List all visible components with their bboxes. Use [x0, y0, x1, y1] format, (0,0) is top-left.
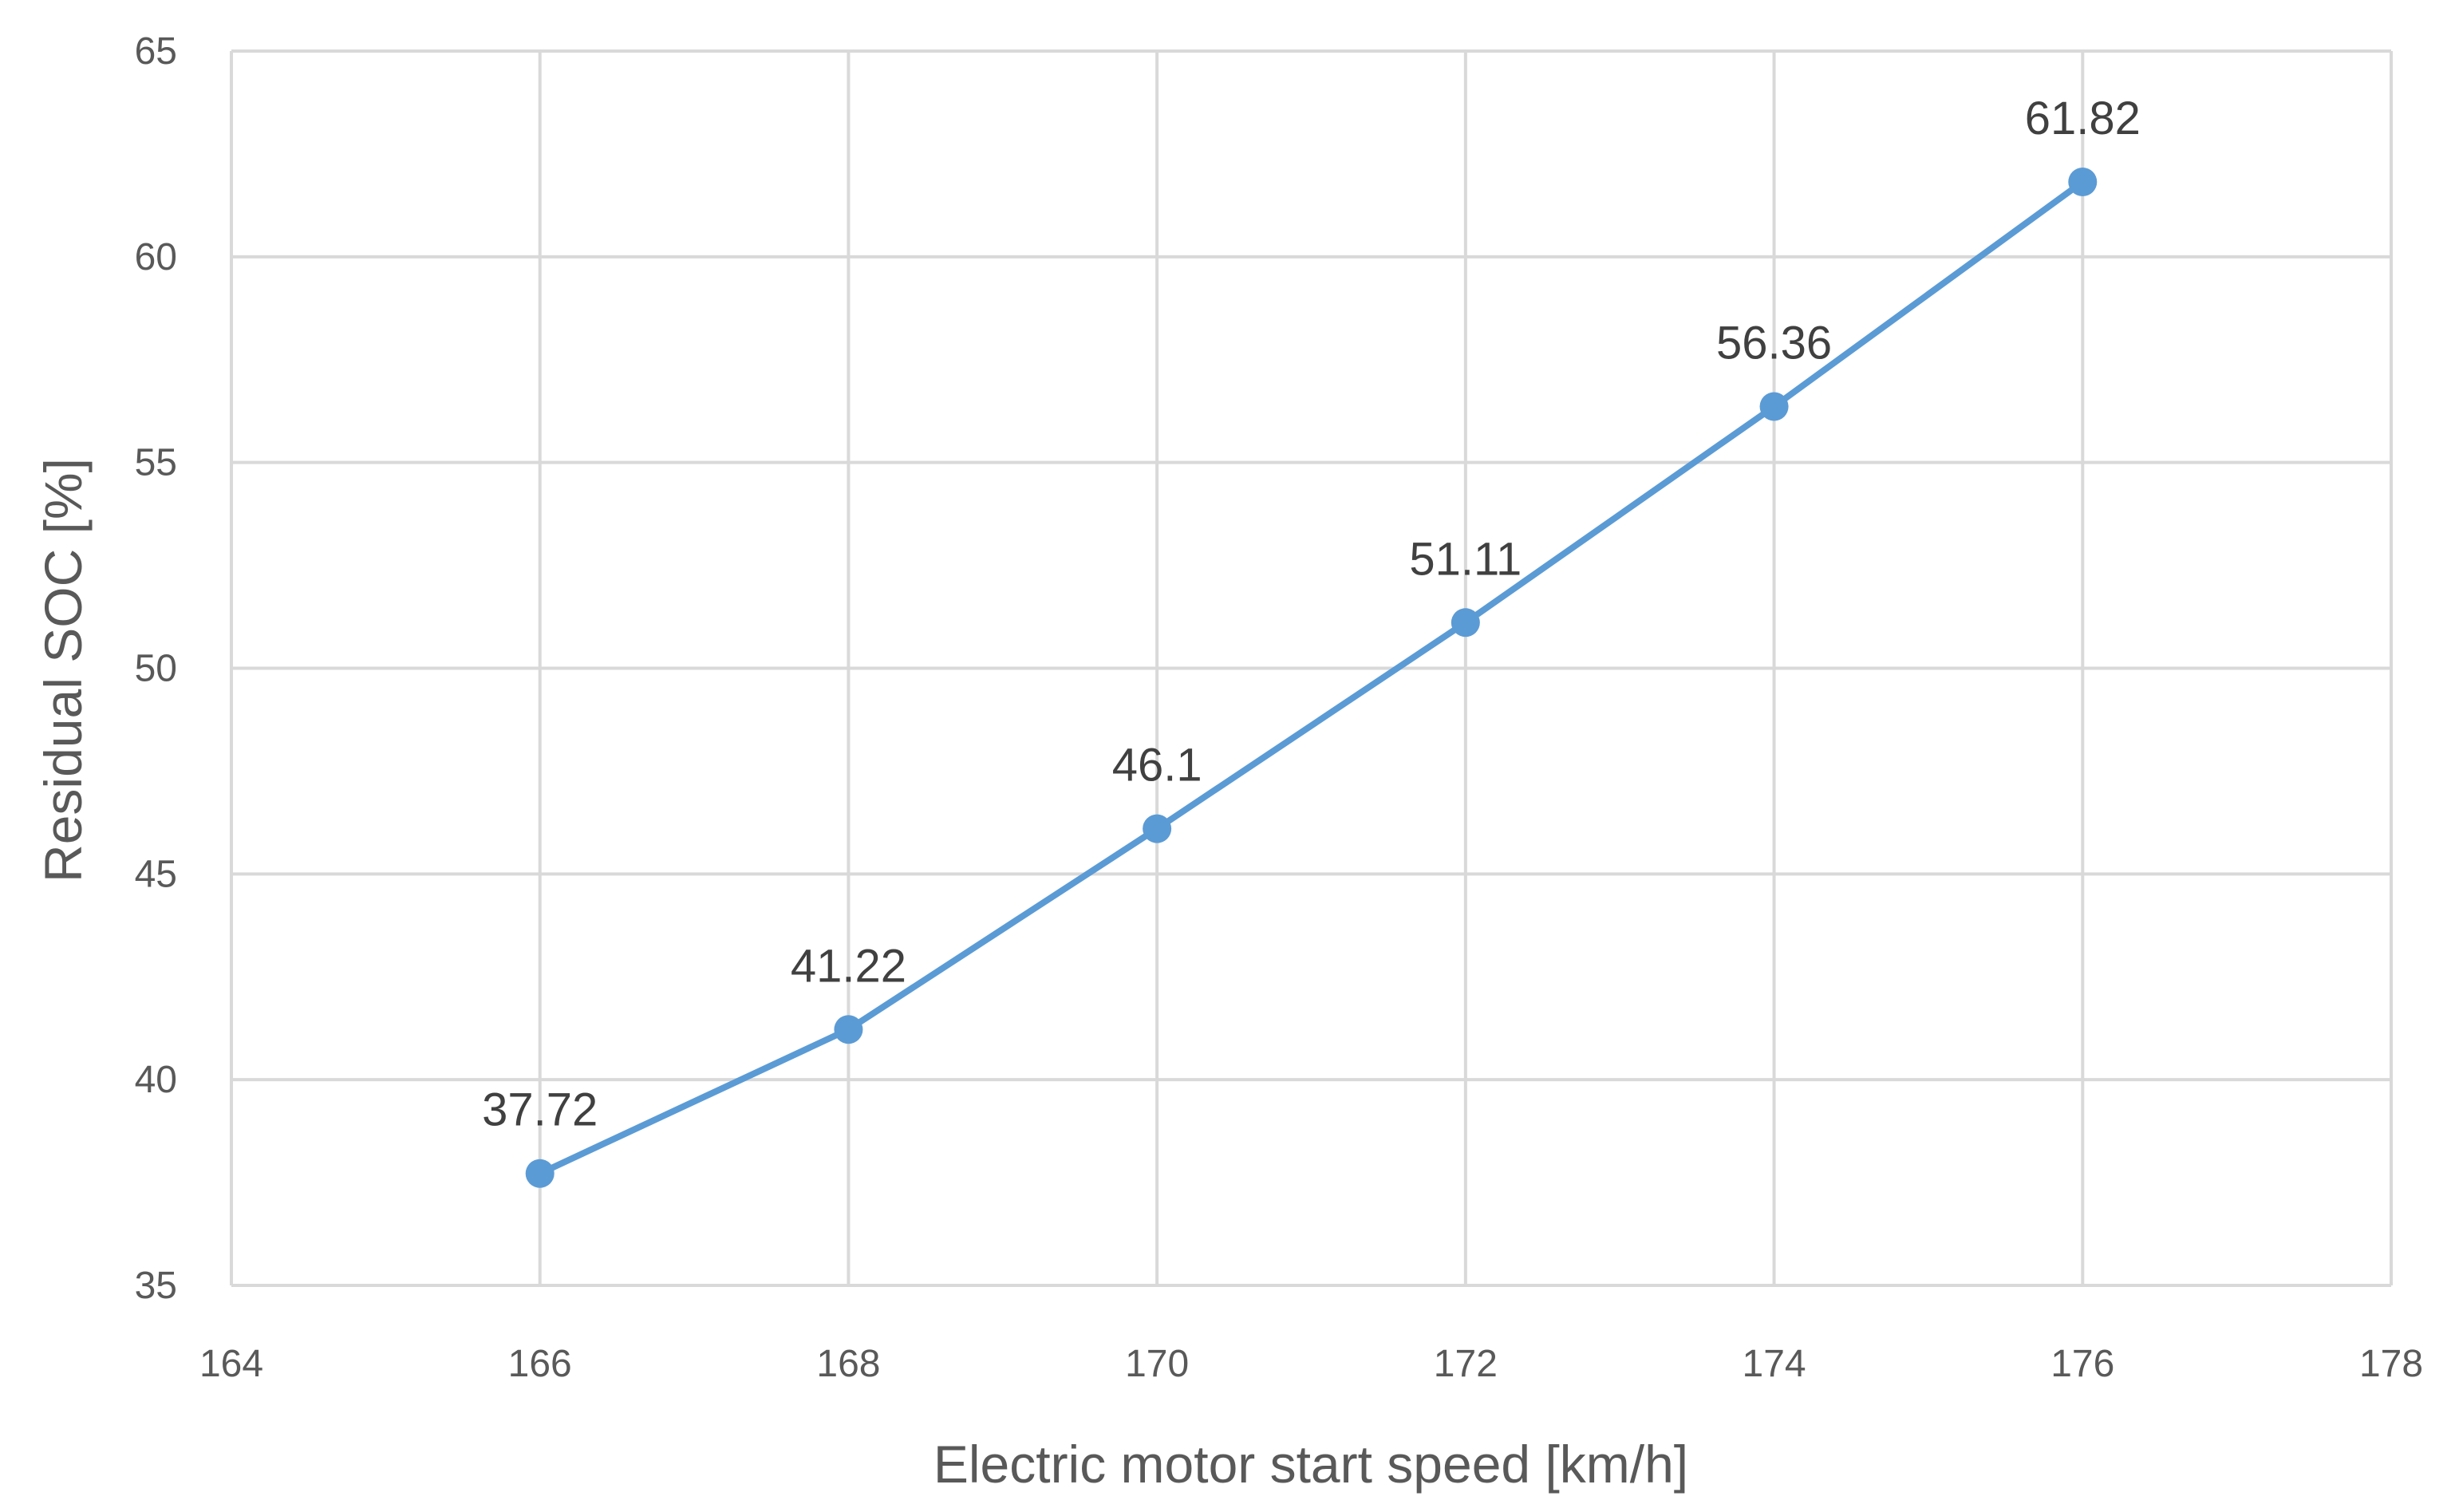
- data-point: [1451, 608, 1480, 638]
- y-tick-label: 35: [135, 1265, 177, 1307]
- x-axis-title: Electric motor start speed [km/h]: [933, 1435, 1688, 1494]
- y-tick-label: 40: [135, 1059, 177, 1101]
- x-tick-label: 178: [2359, 1343, 2423, 1385]
- y-axis-title: Residual SOC [%]: [34, 458, 93, 882]
- x-tick-label: 172: [1434, 1343, 1498, 1385]
- data-point: [1759, 392, 1789, 421]
- data-label: 56.36: [1716, 318, 1832, 369]
- data-label: 37.72: [482, 1084, 598, 1136]
- y-tick-label: 50: [135, 648, 177, 690]
- x-tick-label: 168: [816, 1343, 880, 1385]
- x-tick-label: 176: [2050, 1343, 2114, 1385]
- x-tick-label: 164: [199, 1343, 263, 1385]
- y-tick-label: 65: [135, 30, 177, 73]
- y-axis-ticks: 35 40 45 50 55 60 65: [135, 30, 177, 1307]
- x-axis-ticks: 164 166 168 170 172 174 176 178: [199, 1343, 2423, 1385]
- data-label: 61.82: [2025, 93, 2141, 144]
- data-point: [525, 1159, 555, 1188]
- x-tick-label: 170: [1125, 1343, 1189, 1385]
- x-tick-label: 166: [508, 1343, 572, 1385]
- data-point: [834, 1015, 863, 1044]
- series-layer: [525, 167, 2098, 1188]
- data-point: [2068, 167, 2098, 196]
- data-label: 51.11: [1409, 533, 1522, 585]
- grid: [230, 49, 2393, 1287]
- series-line: [536, 178, 2086, 1177]
- data-labels: 37.72 41.22 46.1 51.11 56.36 61.82: [482, 93, 2141, 1136]
- data-label: 41.22: [791, 940, 906, 992]
- y-tick-label: 55: [135, 442, 177, 484]
- y-tick-label: 60: [135, 236, 177, 278]
- data-point: [1143, 814, 1172, 843]
- y-tick-label: 45: [135, 853, 177, 895]
- data-label: 46.1: [1112, 740, 1202, 792]
- x-tick-label: 174: [1743, 1343, 1806, 1385]
